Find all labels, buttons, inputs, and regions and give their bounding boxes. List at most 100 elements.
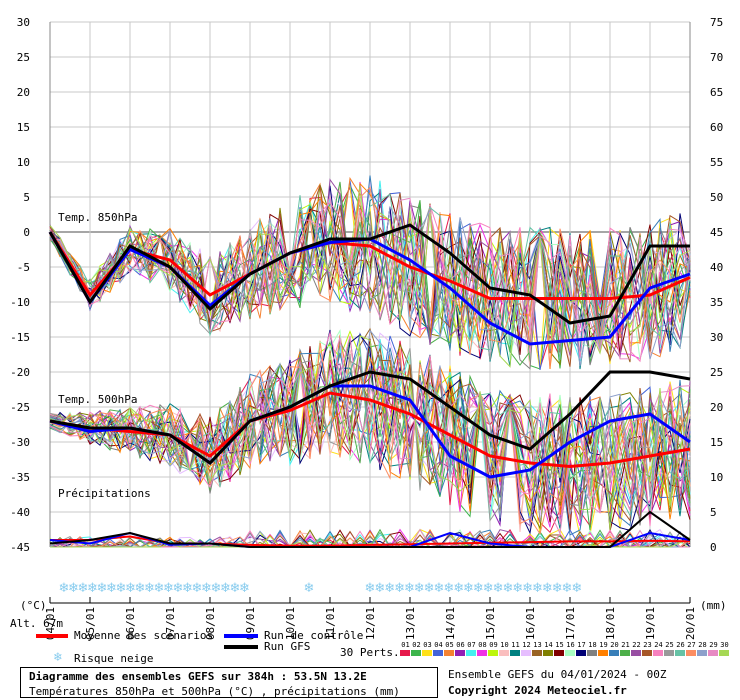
y-left-tick: 0 <box>23 226 30 239</box>
pert-color-box <box>653 650 663 656</box>
y-left-tick: 20 <box>17 86 30 99</box>
y-left-tick: 25 <box>17 51 30 64</box>
series-0-t850 <box>48 231 691 300</box>
x-tick-label: 10/01 <box>284 607 297 640</box>
snowflake-icon: ❄ <box>522 581 533 596</box>
pert-number: 21 <box>621 641 630 649</box>
pert-color-box <box>686 650 696 656</box>
pert-color-box <box>708 650 718 656</box>
snow-risk-pct: 29% <box>543 565 551 578</box>
snowflake-icon: ❄ <box>443 581 454 596</box>
snow-risk-pct: 29% <box>435 565 443 578</box>
pert-color-box <box>565 650 575 656</box>
y-left-tick: -35 <box>10 471 30 484</box>
x-tick-label: 20/01 <box>684 607 697 640</box>
member-line-t850 <box>49 196 691 360</box>
snow-risk-pct: 61% <box>60 565 68 578</box>
snowflake-icon: ❄ <box>433 581 444 596</box>
snowflake-icon: ❄ <box>374 581 385 596</box>
pert-number: 13 <box>533 641 542 649</box>
chart-title: Diagramme des ensembles GEFS sur 384h : … <box>29 670 367 683</box>
snow-risk-pct: 42% <box>405 565 413 578</box>
snow-risk-pct: 74% <box>165 565 173 578</box>
pert-color-box <box>642 650 652 656</box>
y-right-tick: 65 <box>710 86 723 99</box>
member-line-t850 <box>49 199 691 367</box>
snowflake-icon: ❄ <box>552 581 563 596</box>
snow-risk-pct: 97% <box>70 565 78 578</box>
pert-color-box <box>620 650 630 656</box>
snowflake-icon: ❄ <box>414 581 425 596</box>
pert-color-box <box>719 650 729 656</box>
y-left-tick: -30 <box>10 436 30 449</box>
pert-color-box <box>444 650 454 656</box>
x-tick-label: 04/01 <box>44 607 57 640</box>
snowflake-icon: ❄ <box>463 581 474 596</box>
snow-risk-pct: 42% <box>79 565 87 578</box>
legend-control-label: Run de contrôle <box>264 629 364 642</box>
pert-number: 09 <box>489 641 498 649</box>
pert-color-box <box>422 650 432 656</box>
snowflake-icon: ❄ <box>182 581 193 596</box>
pert-color-box <box>598 650 608 656</box>
snow-risk-pct: 35% <box>146 565 154 578</box>
snowflake-icon: ❄ <box>562 581 573 596</box>
y-right-tick: 35 <box>710 296 723 309</box>
snow-risk-pct: 45% <box>484 565 492 578</box>
y-left-tick: 5 <box>23 191 30 204</box>
snow-risk-pct: 52% <box>386 565 394 578</box>
y-left-tick: -10 <box>10 296 30 309</box>
snowflake-icon: ❄ <box>220 581 231 596</box>
x-tick-label: 14/01 <box>444 607 457 640</box>
pert-number: 01 <box>401 641 410 649</box>
snow-risk-pct: 32% <box>514 565 522 578</box>
pert-color-box <box>455 650 465 656</box>
pert-number: 06 <box>456 641 465 649</box>
pert-color-box <box>466 650 476 656</box>
pert-number: 11 <box>511 641 520 649</box>
pert-number: 07 <box>467 641 476 649</box>
snowflake-icon: ❄ <box>125 581 136 596</box>
snowflake-icon: ❄ <box>394 581 405 596</box>
snow-risk-pct: 32% <box>563 565 571 578</box>
snowflake-icon: ❄ <box>571 581 582 596</box>
pert-color-box <box>521 650 531 656</box>
x-tick-label: 19/01 <box>644 607 657 640</box>
pert-number: 25 <box>665 641 674 649</box>
x-tick-label: 05/01 <box>84 607 97 640</box>
legend-gfs-label: Run GFS <box>264 640 311 653</box>
pert-color-box <box>576 650 586 656</box>
snow-risk-pct: 10% <box>193 565 201 578</box>
x-tick-label: 13/01 <box>404 607 417 640</box>
member-line-t850 <box>49 204 691 370</box>
copyright: Copyright 2024 Meteociel.fr <box>448 684 627 697</box>
snow-risk-pct: 23% <box>533 565 541 578</box>
member-line-t850 <box>49 185 691 368</box>
legend-mean-swatch <box>36 634 68 638</box>
pert-number: 12 <box>522 641 531 649</box>
y-right-unit: (mm) <box>700 599 727 612</box>
snowflake-icon: ❄ <box>424 581 435 596</box>
member-line-t850 <box>49 185 691 367</box>
y-left-tick: -40 <box>10 506 30 519</box>
y-left-tick: -5 <box>17 261 30 274</box>
y-right-tick: 30 <box>710 331 723 344</box>
snow-risk-pct: 61% <box>117 565 125 578</box>
chart-subtitle: Températures 850hPa et 500hPa (°C) , pré… <box>29 685 400 698</box>
snow-risk-pct: 3% <box>231 567 239 576</box>
snowflake-icon: ❄ <box>542 581 553 596</box>
pert-number: 30 <box>720 641 729 649</box>
snowflake-icon: ❄ <box>87 581 98 596</box>
series-2-precip <box>49 510 691 548</box>
snowflake-icon: ❄ <box>493 581 504 596</box>
snowflake-icon: ❄ <box>54 650 62 665</box>
y-left-tick: -15 <box>10 331 30 344</box>
pert-number: 17 <box>577 641 586 649</box>
pert-number: 29 <box>709 641 718 649</box>
snowflake-icon: ❄ <box>211 581 222 596</box>
y-left-tick: -45 <box>10 541 30 554</box>
pert-color-box <box>609 650 619 656</box>
member-line-t850 <box>49 206 691 361</box>
snow-risk-pct: 68% <box>155 565 163 578</box>
snowflake-icon: ❄ <box>192 581 203 596</box>
